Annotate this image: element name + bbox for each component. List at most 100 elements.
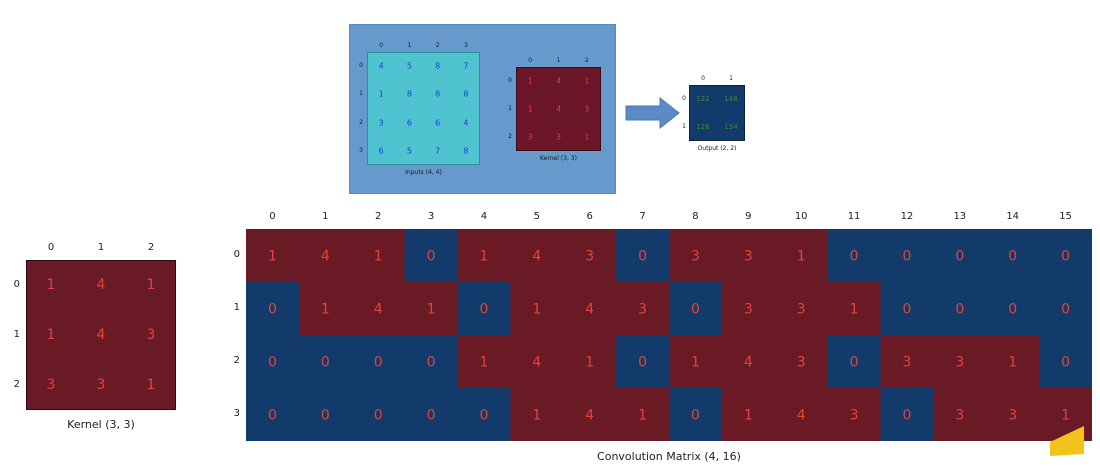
kernel-small-cell: 4 <box>555 76 562 86</box>
matrix-cell-value: 1 <box>585 355 594 371</box>
matrix-cell <box>1039 335 1092 389</box>
conv-row-tick: 1 <box>233 301 240 313</box>
inputs-row-tick: 2 <box>359 118 363 126</box>
inputs-cell: 3 <box>378 118 384 128</box>
output-cell: 134 <box>724 123 738 131</box>
matrix-cell-value: 3 <box>744 249 753 265</box>
matrix-cell <box>933 335 987 389</box>
inputs-grid: 4 5 8 7 1 8 8 8 3 6 6 4 6 5 7 8 <box>367 52 480 165</box>
conv-col-tick: 5 <box>533 211 540 222</box>
matrix-cell-value: 1 <box>532 302 541 318</box>
conv-col-tick: 8 <box>692 211 699 222</box>
matrix-cell-value: 0 <box>427 408 436 424</box>
matrix-cell <box>510 335 564 389</box>
matrix-cell <box>721 335 776 389</box>
matrix-cell <box>774 335 829 389</box>
kernel-small-cell: 3 <box>527 132 533 142</box>
inputs-cell: 5 <box>406 146 412 156</box>
matrix-cell-value: 1 <box>850 302 859 318</box>
matrix-cell <box>246 388 300 441</box>
matrix-cell <box>827 335 881 389</box>
inputs-col-tick: 1 <box>407 42 412 49</box>
matrix-cell <box>404 229 458 283</box>
kernel-small-row-tick: 1 <box>508 105 512 112</box>
conv-col-tick: 1 <box>322 211 329 222</box>
inputs-caption: Inputs (4, 4) <box>405 169 442 176</box>
matrix-cell-value: 1 <box>1008 355 1017 371</box>
matrix-cell-value: 0 <box>268 355 277 371</box>
matrix-cell <box>298 282 353 336</box>
matrix-cell <box>669 388 723 441</box>
matrix-cell <box>246 229 300 283</box>
inputs-col-tick: 3 <box>463 42 468 49</box>
kernel-large-grid: 1 4 1 1 4 3 3 3 1 <box>26 260 176 410</box>
matrix-cell <box>880 335 934 389</box>
matrix-cell-value: 4 <box>744 355 753 371</box>
kernel-large-caption: Kernel (3, 3) <box>67 418 135 431</box>
matrix-cell-value: 3 <box>744 302 753 318</box>
matrix-cell-value: 0 <box>691 408 700 424</box>
matrix-cell-value: 0 <box>638 355 647 371</box>
matrix-cell <box>404 335 458 389</box>
kernel-small-col-tick: 0 <box>528 57 533 64</box>
matrix-cell <box>351 282 406 336</box>
inputs-cell: 7 <box>463 61 469 71</box>
matrix-cell <box>827 388 881 441</box>
conv-row-tick: 3 <box>233 407 240 419</box>
matrix-cell-value: 0 <box>691 302 700 318</box>
matrix-cell-value: 3 <box>955 408 964 424</box>
conv-col-tick: 10 <box>794 211 808 222</box>
matrix-cell-value: 1 <box>1061 408 1070 424</box>
kernel-small-col-tick: 1 <box>556 57 561 64</box>
output-cell: 148 <box>724 95 738 103</box>
matrix-cell <box>351 335 406 389</box>
matrix-cell-value: 0 <box>321 355 330 371</box>
matrix-cell-value: 0 <box>638 249 647 265</box>
kernel-small-cell: 4 <box>555 104 562 114</box>
matrix-cell-value: 4 <box>374 302 383 318</box>
matrix-cell-value: 3 <box>902 355 911 371</box>
conv-col-tick: 11 <box>847 211 861 222</box>
kernel-small-col-tick: 2 <box>584 57 589 64</box>
conv-col-tick: 2 <box>375 211 382 222</box>
matrix-cell-value: 4 <box>585 408 594 424</box>
convolution-matrix: 1 4 1 0 1 4 3 0 3 3 1 0 0 0 0 0 0 1 4 1 0 1 4 3 0 3 3 1 0 0 0 0 0 0 0 0 1 4 1 0… <box>246 229 1092 441</box>
matrix-cell-value: 4 <box>321 249 330 265</box>
matrix-cell <box>986 282 1040 336</box>
matrix-cell <box>404 388 458 441</box>
matrix-cell <box>510 229 564 283</box>
matrix-cell-value: 3 <box>585 249 594 265</box>
inputs-cell: 1 <box>378 89 384 99</box>
conv-col-tick: 15 <box>1059 211 1072 222</box>
matrix-cell <box>298 388 353 441</box>
matrix-cell-value: 0 <box>850 249 859 265</box>
matrix-cell <box>563 335 617 389</box>
matrix-cell-value: 3 <box>691 249 700 265</box>
output-col-tick: 0 <box>701 75 705 82</box>
kernel-large-cell: 1 <box>46 327 56 343</box>
kernel-small-row-tick: 0 <box>508 77 512 84</box>
matrix-cell <box>721 388 776 441</box>
matrix-cell <box>246 282 300 336</box>
kernel-large-cell: 1 <box>146 377 156 393</box>
output-cell: 122 <box>696 95 710 103</box>
matrix-cell-value: 0 <box>374 408 383 424</box>
matrix-cell-value: 0 <box>268 302 277 318</box>
inputs-cell: 5 <box>406 61 412 71</box>
matrix-cell-value: 3 <box>797 355 806 371</box>
conv-row-tick: 2 <box>233 354 240 366</box>
matrix-cell <box>351 229 406 283</box>
kernel-large-cell: 1 <box>146 277 156 293</box>
output-cell: 126 <box>696 123 710 131</box>
conv-col-tick: 3 <box>427 211 435 222</box>
matrix-cell <box>721 282 776 336</box>
matrix-cell <box>933 388 987 441</box>
matrix-cell <box>351 388 406 441</box>
matrix-cell <box>933 282 987 336</box>
kernel-large-cell: 1 <box>46 277 56 293</box>
kernel-large-row-tick: 2 <box>13 379 20 390</box>
kernel-small-cell: 3 <box>555 132 562 142</box>
matrix-cell <box>669 335 723 389</box>
matrix-cell-value: 4 <box>532 355 541 371</box>
output-caption: Output (2, 2) <box>697 145 737 152</box>
